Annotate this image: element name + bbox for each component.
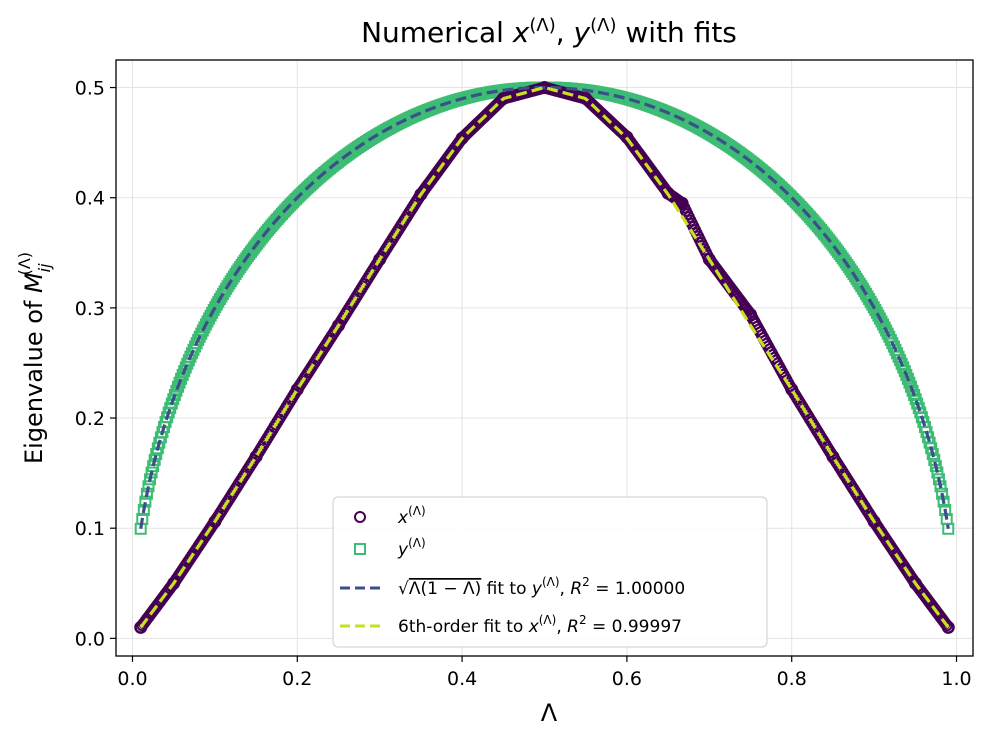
series-x-point [249,450,263,464]
y-axis-title: Eigenvalue of Mij(Λ) [15,252,54,464]
ticks: 0.0 0.2 0.4 0.6 0.8 1.0 0.0 0.1 0.2 0.3 0.4 0.5 [75,78,972,690]
series-x-point [373,252,387,266]
legend-label-y: y(Λ) [397,536,426,560]
plot-series [134,81,955,634]
series-y-point [895,357,908,370]
y-tick-label: 0.0 [75,628,105,650]
series-x-point [414,187,428,201]
legend-marker-y [354,543,366,555]
series-x-point [167,576,181,590]
legend-label-poly-fit: 6th-order fit to x(Λ), R2 = 0.99997 [398,613,682,637]
series-y-point [900,368,913,381]
series-x-point [208,515,222,529]
series-x-point [941,620,955,634]
series-x-point [290,382,304,396]
series-sqrt-fit-line [139,85,950,530]
series-x-point [331,319,345,333]
legend-label-x: x(Λ) [397,504,426,528]
series-x-point [785,382,799,396]
series-y-point [175,372,188,385]
legend-label-sqrt-fit: √Λ(1 − Λ) fit to y(Λ), R2 = 1.00000 [398,575,685,599]
series-poly-fit-line [139,85,950,629]
plot-frame [115,59,974,657]
series-x-point [134,620,148,634]
x-tick-label: 0.0 [117,668,147,690]
x-axis-title: Λ [541,699,558,727]
y-tick-label: 0.4 [75,188,105,210]
series-x-point [826,450,840,464]
legend-marker-x [354,511,366,523]
legend: x(Λ) y(Λ) √Λ(1 − Λ) fit to y(Λ), R2 = 1.… [332,496,768,648]
series-y-point [898,365,911,378]
y-tick-label: 0.2 [75,408,105,430]
series-x-point [455,131,469,145]
series-x-point [620,130,634,144]
series-x-point [675,196,689,210]
x-tick-label: 0.8 [777,668,807,690]
series-y-point [942,522,955,535]
series-y-point [176,368,189,381]
x-tick-label: 1.0 [941,668,971,690]
series-y-point [173,376,186,389]
y-tick-label: 0.3 [75,298,105,320]
series-y [134,81,955,535]
chart-title: Numerical x(Λ), y(Λ) with fits [361,15,737,49]
x-tick-label: 0.4 [447,668,477,690]
series-y-point [901,372,914,385]
x-tick-label: 0.6 [612,668,642,690]
series-x-point [940,619,953,632]
y-tick-label: 0.5 [75,78,105,100]
x-tick-label: 0.2 [282,668,312,690]
series-x-point [908,576,922,590]
series-y-point [897,361,910,374]
series-x-point [867,515,881,529]
legend-box [332,496,768,648]
grid [116,60,973,656]
series-x-point [661,186,675,200]
series-x-point [702,252,716,266]
y-tick-label: 0.1 [75,518,105,540]
